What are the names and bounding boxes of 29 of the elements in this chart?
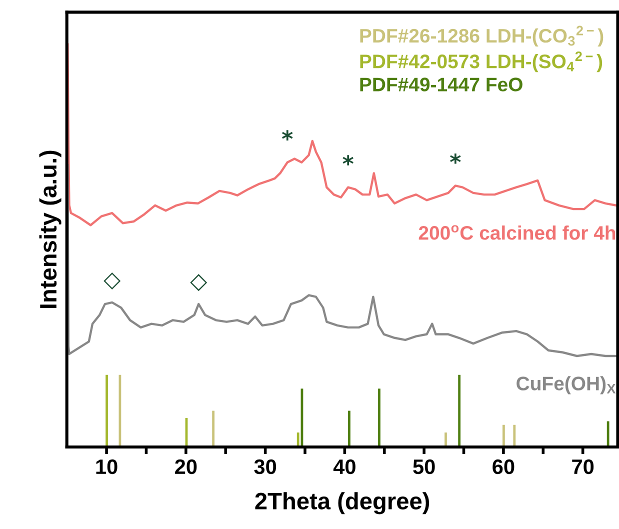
y-axis-title: Intensity (a.u.)	[39, 150, 62, 308]
bar	[606, 421, 610, 448]
text: PDF#26-1286 LDH-(CO$_{3}$$^{2−}$)	[360, 26, 604, 47]
x-tick-label: 70	[572, 459, 594, 474]
annotation: *	[450, 153, 461, 164]
bar	[513, 424, 516, 448]
x-tick-label: 40	[333, 459, 356, 474]
bar	[296, 432, 300, 448]
text: PDF#49-1447 FeO	[360, 78, 522, 92]
x-axis-title: 2Theta (degree)	[255, 492, 430, 514]
x-tick-label: 20	[175, 459, 197, 474]
bar	[348, 410, 350, 448]
annotation: ◇	[190, 274, 208, 292]
bar	[458, 374, 461, 448]
series-label: 200$^{o}$C calcined for 4h	[418, 225, 616, 240]
bar	[212, 410, 214, 448]
series-label: CuFe(OH)$_{X}$	[516, 376, 616, 394]
bar	[502, 424, 505, 448]
x-tick-label: 10	[96, 459, 118, 474]
annotation: ◇	[104, 272, 121, 290]
x-tick-label: 30	[254, 459, 276, 474]
annotation: *	[282, 130, 293, 140]
bar	[378, 388, 380, 448]
x-tick-label: 60	[492, 459, 514, 474]
bar	[444, 432, 447, 448]
annotation: *	[342, 155, 354, 166]
x-tick-label: 50	[413, 459, 435, 474]
bar	[106, 374, 108, 448]
text: PDF#42-0573 LDH-(SO$_{4}$$^{2−}$)	[360, 51, 602, 72]
